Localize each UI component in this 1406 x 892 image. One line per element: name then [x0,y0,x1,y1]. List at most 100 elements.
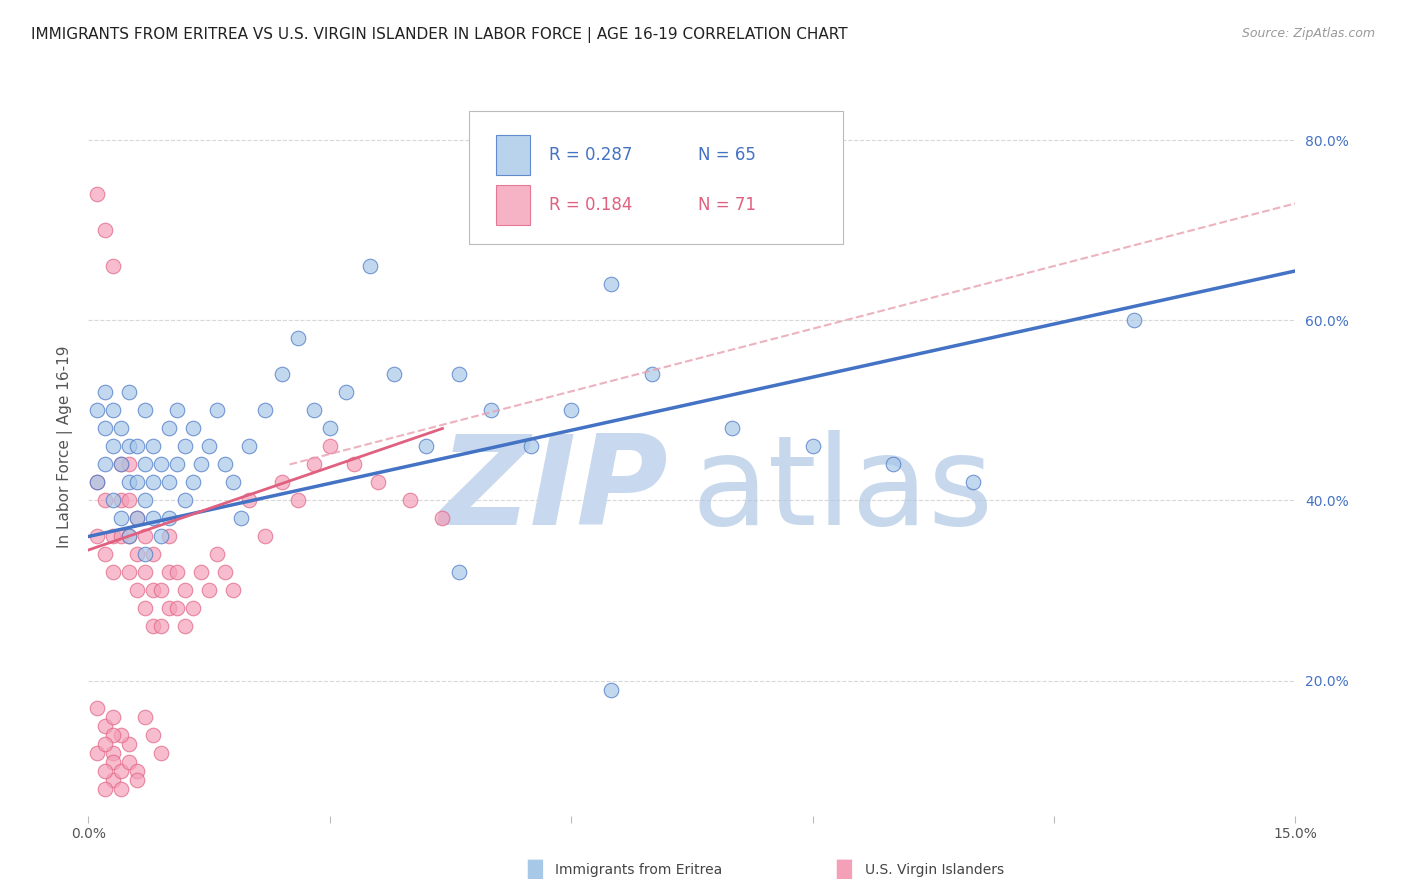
Text: R = 0.287: R = 0.287 [550,145,633,163]
Point [110,727,132,741]
Point [118,440,141,454]
Point [93,781,115,796]
Point [254,529,277,543]
Point [101,493,124,508]
Point [93,223,115,237]
Point [134,601,156,615]
Point [479,403,502,417]
Point [110,421,132,435]
Point [181,475,204,490]
Point [110,493,132,508]
Point [142,583,165,598]
Point [166,458,188,472]
Point [181,601,204,615]
Point [205,548,228,562]
Point [214,566,236,580]
Point [231,511,253,525]
Point [181,421,204,435]
Point [142,619,165,633]
Point [125,475,148,490]
Point [214,458,236,472]
Point [142,475,165,490]
Point [157,475,180,490]
Point [721,421,744,435]
Point [222,475,245,490]
Point [287,331,309,345]
Point [222,583,245,598]
Point [142,511,165,525]
Point [382,368,405,382]
Point [125,511,148,525]
Point [149,746,172,760]
Point [962,475,984,490]
Text: R = 0.184: R = 0.184 [550,196,633,214]
Text: █: █ [837,860,851,880]
Point [447,368,470,382]
Point [319,440,342,454]
Point [110,764,132,778]
Point [125,583,148,598]
Point [110,511,132,525]
Point [86,403,108,417]
Point [101,755,124,769]
Point [101,403,124,417]
Point [101,709,124,723]
Point [101,440,124,454]
Point [319,421,342,435]
Point [166,566,188,580]
Point [118,458,141,472]
Point [86,529,108,543]
Text: Immigrants from Eritrea: Immigrants from Eritrea [555,863,723,877]
Point [640,368,662,382]
Point [86,475,108,490]
Text: Source: ZipAtlas.com: Source: ZipAtlas.com [1241,27,1375,40]
Point [93,493,115,508]
Point [118,755,141,769]
Point [399,493,422,508]
Point [134,493,156,508]
Point [134,709,156,723]
Text: atlas: atlas [692,430,994,551]
Point [125,511,148,525]
Point [157,566,180,580]
Point [93,548,115,562]
Point [86,187,108,202]
Point [157,601,180,615]
Point [110,458,132,472]
Point [600,277,623,292]
Point [125,764,148,778]
Point [238,440,260,454]
FancyBboxPatch shape [496,185,530,226]
Point [157,421,180,435]
Point [101,727,124,741]
Point [174,440,197,454]
Point [560,403,582,417]
Point [882,458,904,472]
Point [134,529,156,543]
Text: N = 71: N = 71 [697,196,756,214]
Point [93,385,115,400]
Text: ZIP: ZIP [439,430,668,551]
Point [801,440,824,454]
Point [118,475,141,490]
Point [101,746,124,760]
Point [335,385,357,400]
Point [343,458,366,472]
Point [520,440,543,454]
Point [198,440,221,454]
Point [110,529,132,543]
Y-axis label: In Labor Force | Age 16-19: In Labor Force | Age 16-19 [58,345,73,548]
Point [134,548,156,562]
Point [1123,313,1146,327]
Point [134,403,156,417]
Text: N = 65: N = 65 [697,145,756,163]
Point [101,772,124,787]
Point [205,403,228,417]
Point [302,458,325,472]
Point [198,583,221,598]
Point [93,718,115,732]
Point [118,529,141,543]
Point [86,700,108,714]
Point [101,260,124,274]
FancyBboxPatch shape [468,111,842,244]
